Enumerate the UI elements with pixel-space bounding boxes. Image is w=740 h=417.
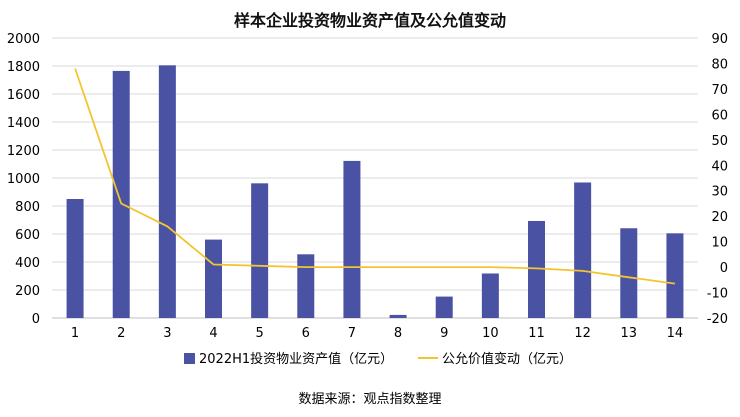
- x-tick-label: 8: [394, 326, 402, 341]
- left-tick-label: 0: [32, 312, 40, 327]
- bar: [158, 65, 176, 318]
- left-tick-label: 200: [15, 284, 40, 299]
- x-tick-label: 9: [440, 326, 448, 341]
- right-tick-label: 10: [711, 236, 728, 251]
- bar: [205, 239, 222, 318]
- right-tick-label: 20: [711, 210, 728, 225]
- bar-series: [66, 65, 684, 319]
- right-tick-label: -20: [707, 312, 728, 327]
- left-tick-label: 400: [15, 256, 40, 271]
- line-series: [74, 68, 676, 285]
- x-tick-label: 5: [256, 326, 264, 341]
- bar: [620, 228, 638, 318]
- bar: [66, 199, 84, 318]
- x-tick-label: 1: [71, 326, 79, 341]
- x-axis-ticks: 1 2 3 4 5 6 7 8 9 10 11 12 13 14: [71, 326, 683, 341]
- right-tick-label: 0: [720, 261, 728, 276]
- right-tick-label: 30: [711, 185, 728, 200]
- series-line: [74, 68, 676, 285]
- x-tick-label: 3: [163, 326, 171, 341]
- left-tick-label: 600: [15, 228, 40, 243]
- x-tick-label: 6: [302, 326, 310, 341]
- legend: 2022H1投资物业资产值（亿元） 公允价值变动（亿元）: [184, 351, 572, 367]
- bar: [112, 70, 130, 319]
- x-tick-label: 11: [528, 326, 545, 341]
- right-tick-label: 80: [711, 57, 728, 72]
- left-tick-label: 800: [15, 200, 40, 215]
- left-tick-label: 1000: [7, 172, 40, 187]
- left-tick-label: 1400: [7, 116, 40, 131]
- left-tick-label: 2000: [7, 32, 40, 47]
- bar: [435, 296, 453, 318]
- right-tick-label: 90: [711, 32, 728, 47]
- bar: [481, 273, 499, 318]
- left-tick-label: 1600: [7, 88, 40, 103]
- bar: [528, 220, 545, 318]
- x-tick-label: 2: [117, 326, 125, 341]
- x-tick-label: 13: [621, 326, 638, 341]
- bar: [666, 233, 684, 318]
- right-tick-label: -10: [707, 287, 728, 302]
- right-tick-label: 70: [711, 83, 728, 98]
- x-tick-label: 14: [667, 326, 684, 341]
- bar: [574, 182, 592, 318]
- right-tick-label: 50: [711, 134, 728, 149]
- right-tick-label: 40: [711, 159, 728, 174]
- bar: [251, 183, 269, 318]
- right-axis-ticks: -20 -10 0 10 20 30 40 50 60 70 80 90: [707, 32, 728, 327]
- gridlines: [52, 37, 698, 319]
- chart-title: 样本企业投资物业资产值及公允值变动: [234, 11, 506, 30]
- source-note: 数据来源：观点指数整理: [298, 392, 441, 407]
- legend-line-label: 公允价值变动（亿元）: [442, 351, 572, 367]
- bar: [297, 254, 315, 318]
- bar: [389, 314, 407, 318]
- x-tick-label: 10: [482, 326, 499, 341]
- x-tick-label: 7: [348, 326, 356, 341]
- x-tick-label: 4: [209, 326, 217, 341]
- legend-bar-swatch: [184, 353, 195, 364]
- legend-bar-label: 2022H1投资物业资产值（亿元）: [199, 351, 393, 367]
- right-tick-label: 60: [711, 108, 728, 123]
- x-tick-label: 12: [574, 326, 591, 341]
- left-tick-label: 1200: [7, 144, 40, 159]
- left-tick-label: 1800: [7, 60, 40, 75]
- left-axis-ticks: 0 200 400 600 800 1000 1200 1400 1600 1800 2000: [7, 32, 40, 327]
- bar: [343, 160, 361, 318]
